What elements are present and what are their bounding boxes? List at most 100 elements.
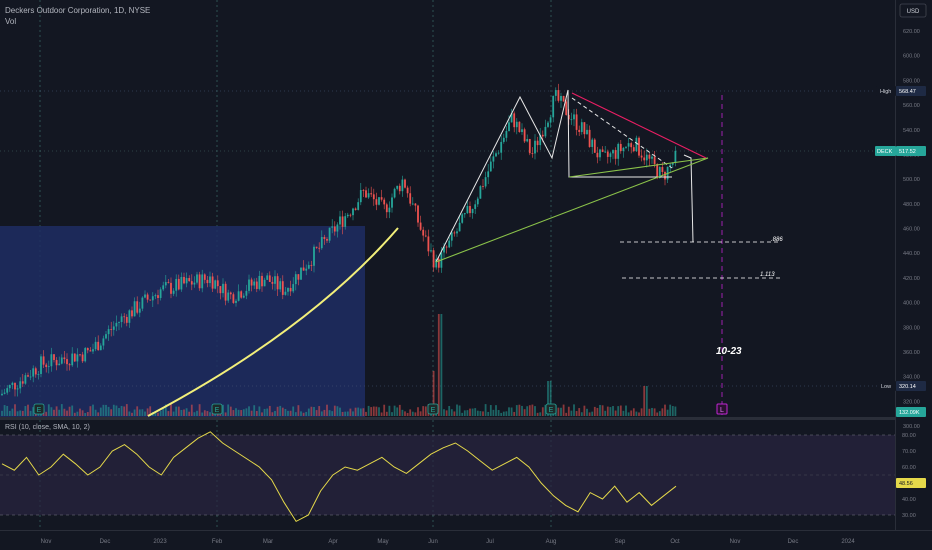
candle-body [227,292,230,301]
volume-bar [526,406,529,416]
time-tick-label: Feb [212,539,223,545]
volume-bar [658,411,661,416]
volume-bar [344,411,347,416]
volume-bar [24,406,27,416]
volume-bar [575,411,578,416]
volume-bar [209,412,211,416]
volume-bar [211,412,214,416]
volume-bar [172,411,175,416]
candle-body [601,149,604,152]
volume-bar [375,406,378,416]
volume-bar [513,411,516,416]
candle-body [102,338,105,346]
volume-bar [307,408,310,416]
candle-body [138,308,141,313]
volume-bar [287,410,289,416]
volume-bar [297,405,300,416]
volume-bar [128,411,131,416]
candle-body [656,164,659,178]
candle-body [645,154,648,161]
volume-bar [396,407,399,416]
volume-bar [224,412,227,416]
candle-body [206,279,209,284]
volume-bar [385,411,388,416]
volume-bar [276,406,279,416]
volume-bar [99,407,102,416]
high-tag-label: High [880,89,891,95]
price-tick-label: 380.00 [903,325,920,331]
volume-bar [292,406,295,416]
candle-body [164,282,167,286]
candle-body [222,283,224,294]
volume-bar [294,412,297,416]
volume-bar [112,404,115,416]
volume-bar [495,405,497,416]
low-tag-label: Low [881,384,891,390]
volume-bar [586,408,588,416]
low-tag [878,381,896,391]
candle-body [136,301,139,313]
volume-bar [614,410,617,416]
earnings-markers[interactable]: E E E E L [33,403,728,415]
price-tick-label: 440.00 [903,251,920,257]
volume-bar [619,405,622,416]
volume-bar [318,406,321,416]
time-axis[interactable] [0,531,932,550]
candle-body [120,316,123,322]
volume-bar [469,408,471,416]
candle-body [53,354,55,361]
volume-bar [409,409,412,416]
ticker-tag-label: DECK [877,149,893,155]
volume-bar [16,411,19,416]
rsi-tick-label: 80.00 [902,433,916,439]
volume-bar [591,411,594,416]
volume-bar [60,404,63,416]
candle-body [333,226,336,232]
volume-bar [19,410,22,416]
volume-bar [245,408,248,416]
volume-bar [606,406,609,416]
price-ticks: 620.00600.00580.00560.00540.00520.00500.… [903,29,920,430]
candle-body [177,278,180,290]
candle-body [40,356,42,374]
time-tick-label: Mar [263,539,273,545]
high-value: 568.47 [899,89,916,95]
candle-body [79,354,81,356]
candle-body [258,275,261,289]
volume-bar [110,409,113,416]
currency-button[interactable] [899,3,927,18]
candle-body [92,349,94,352]
volume-bar [55,406,58,416]
price-tick-label: 560.00 [903,103,920,109]
candle-body [45,364,48,368]
candle-body [648,154,651,159]
candle-body [263,279,266,287]
candle-body [255,281,258,289]
volume-bar [76,411,79,416]
candle-body [466,206,469,214]
svg-text:E: E [37,407,42,414]
candle-body [565,101,568,115]
candle-body [29,376,32,378]
volume-bar [11,408,14,416]
candle-body [474,204,477,209]
candle-body [3,392,6,394]
candle-body [354,208,357,210]
volume-bar [596,407,599,416]
candle-body [370,193,373,195]
volume-bar [458,405,461,416]
candle-body [300,267,302,280]
candle-body [651,156,653,159]
pane-separator[interactable] [0,417,932,420]
volume-bar [237,409,240,416]
volume-layer [1,314,677,416]
candle-body [248,279,250,291]
volume-bar [271,412,274,416]
volume-bar [508,407,510,416]
candle-body [328,227,331,241]
candle-body [180,276,183,290]
volume-bar [401,409,404,416]
volume-bar [92,404,94,416]
candle-body [627,143,630,147]
